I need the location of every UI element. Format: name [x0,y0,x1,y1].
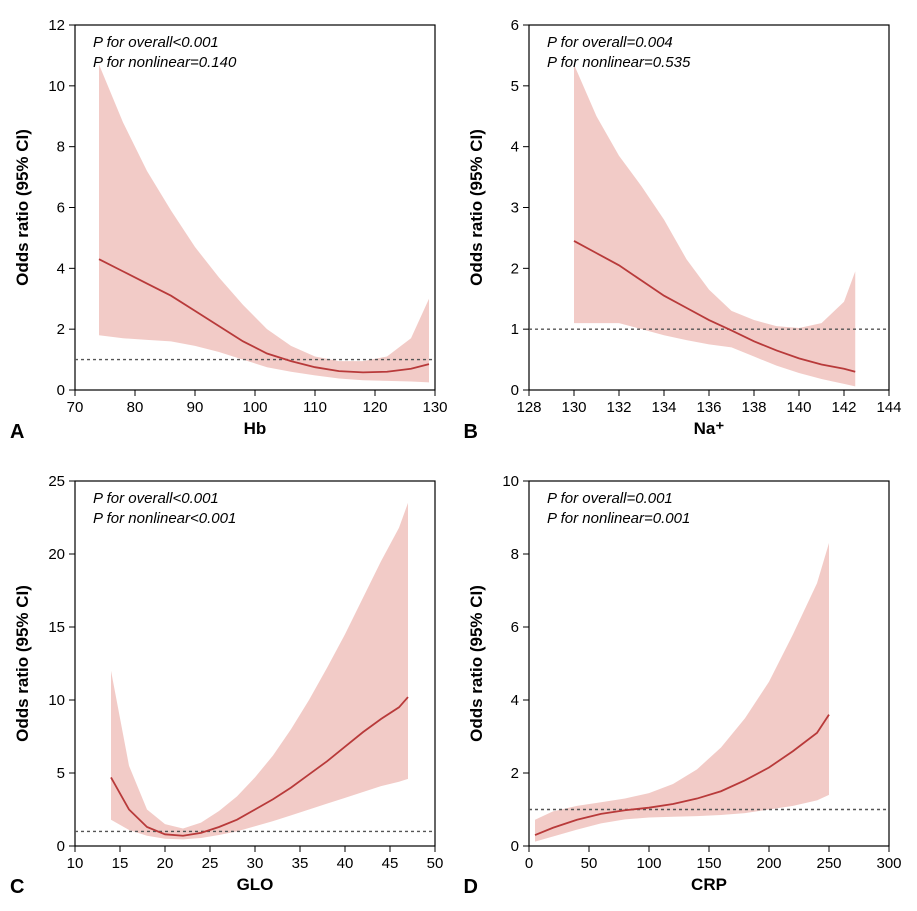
svg-text:120: 120 [362,399,387,416]
svg-text:4: 4 [510,692,518,709]
panel-label-D: D [464,876,478,899]
svg-text:45: 45 [382,855,399,872]
svg-text:90: 90 [187,399,204,416]
svg-text:Odds ratio (95% CI): Odds ratio (95% CI) [467,129,486,286]
svg-text:P for overall=0.004: P for overall=0.004 [547,34,673,51]
svg-text:25: 25 [48,473,65,490]
svg-text:2: 2 [57,321,65,338]
svg-text:2: 2 [510,260,518,277]
svg-text:Odds ratio (95% CI): Odds ratio (95% CI) [467,585,486,742]
panel-D: 0 50 100 150 200 250 300 0 2 4 6 8 10 CRP Odds ratio (… [464,466,908,902]
panel-label-C: C [10,876,24,899]
svg-text:GLO: GLO [237,875,274,894]
chart-D: 0 50 100 150 200 250 300 0 2 4 6 8 10 CRP Odds ratio (… [464,466,904,896]
svg-text:5: 5 [57,765,65,782]
svg-text:15: 15 [48,619,65,636]
svg-text:110: 110 [303,399,327,416]
svg-text:P for nonlinear<0.001: P for nonlinear<0.001 [93,510,236,527]
svg-text:Odds ratio (95% CI): Odds ratio (95% CI) [13,585,32,742]
panel-C: 10 15 20 25 30 35 40 45 50 0 5 10 15 20 25 GLO Odds rati… [10,466,454,902]
svg-text:138: 138 [741,399,766,416]
svg-text:6: 6 [510,17,518,34]
svg-text:15: 15 [112,855,129,872]
svg-text:2: 2 [510,765,518,782]
chart-A: 70 80 90 100 110 120 130 0 2 4 6 8 10 12 Hb Odds ratio … [10,10,450,440]
svg-text:70: 70 [67,399,84,416]
svg-text:8: 8 [510,546,518,563]
svg-text:3: 3 [510,200,518,217]
svg-text:P for nonlinear=0.140: P for nonlinear=0.140 [93,54,237,71]
svg-text:Na⁺: Na⁺ [693,419,724,438]
svg-text:P for overall=0.001: P for overall=0.001 [547,490,673,507]
chart-C: 10 15 20 25 30 35 40 45 50 0 5 10 15 20 25 GLO Odds rati… [10,466,450,896]
svg-text:100: 100 [636,855,661,872]
svg-text:10: 10 [67,855,84,872]
svg-text:1: 1 [510,321,518,338]
svg-text:132: 132 [606,399,631,416]
svg-text:134: 134 [651,399,676,416]
svg-text:144: 144 [876,399,901,416]
svg-text:CRP: CRP [691,875,727,894]
svg-text:140: 140 [786,399,811,416]
svg-text:P for overall<0.001: P for overall<0.001 [93,490,219,507]
svg-text:130: 130 [422,399,447,416]
svg-text:128: 128 [516,399,541,416]
svg-text:35: 35 [292,855,309,872]
svg-text:6: 6 [57,200,65,217]
panel-B: 128 130 132 134 136 138 140 142 144 0 1 2 3 4 5 6 Na⁺ Odd… [464,10,908,446]
svg-text:12: 12 [48,17,65,34]
svg-text:4: 4 [57,260,65,277]
svg-text:Odds ratio (95% CI): Odds ratio (95% CI) [13,129,32,286]
svg-text:50: 50 [427,855,444,872]
svg-text:50: 50 [580,855,597,872]
svg-text:6: 6 [510,619,518,636]
svg-text:100: 100 [242,399,267,416]
svg-text:4: 4 [510,139,518,156]
svg-text:10: 10 [48,692,65,709]
svg-text:10: 10 [502,473,519,490]
svg-text:40: 40 [337,855,354,872]
svg-text:300: 300 [876,855,901,872]
svg-text:0: 0 [510,382,518,399]
svg-text:142: 142 [831,399,856,416]
panel-label-A: A [10,421,24,444]
svg-text:130: 130 [561,399,586,416]
panel-A: 70 80 90 100 110 120 130 0 2 4 6 8 10 12 Hb Odds ratio … [10,10,454,446]
svg-text:10: 10 [48,78,65,95]
svg-text:0: 0 [57,382,65,399]
svg-text:200: 200 [756,855,781,872]
svg-text:20: 20 [48,546,65,563]
svg-text:25: 25 [202,855,219,872]
svg-text:P for nonlinear=0.001: P for nonlinear=0.001 [547,510,690,527]
svg-text:30: 30 [247,855,264,872]
svg-text:P for overall<0.001: P for overall<0.001 [93,34,219,51]
chart-grid: 708090100110120130024681012HbOdds ratio … [10,10,907,901]
svg-text:8: 8 [57,139,65,156]
svg-text:150: 150 [696,855,721,872]
svg-text:P for nonlinear=0.535: P for nonlinear=0.535 [547,54,691,71]
svg-text:136: 136 [696,399,721,416]
svg-text:5: 5 [510,78,518,95]
panel-label-B: B [464,421,478,444]
svg-text:0: 0 [510,838,518,855]
svg-text:80: 80 [127,399,144,416]
svg-text:250: 250 [816,855,841,872]
svg-text:0: 0 [524,855,532,872]
chart-B: 128 130 132 134 136 138 140 142 144 0 1 2 3 4 5 6 Na⁺ Odd… [464,10,904,440]
svg-text:20: 20 [157,855,174,872]
svg-text:0: 0 [57,838,65,855]
svg-text:Hb: Hb [244,419,267,438]
